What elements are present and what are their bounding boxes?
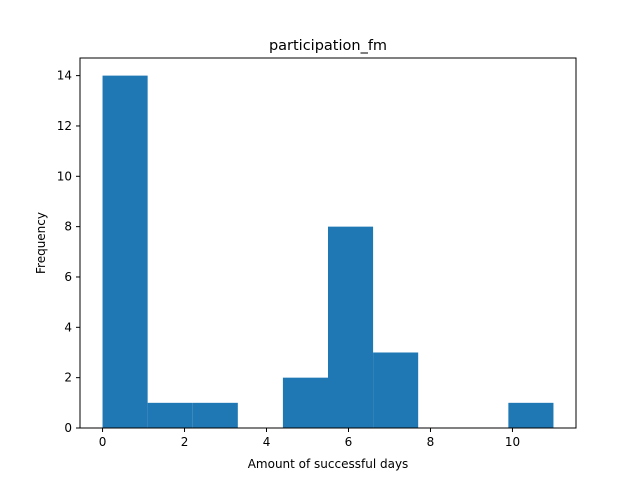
plot-frame [79,57,577,429]
y-tick-label: 2 [64,371,72,385]
y-axis-label: Frequency [34,212,48,274]
x-axis: 0 2 4 6 8 10 [99,428,520,449]
bars-group [102,75,554,428]
histogram-bar-9 [508,402,554,428]
y-tick-label: 12 [57,119,72,133]
x-axis-label: Amount of successful days [248,457,409,471]
histogram-bar-1 [147,402,193,428]
y-tick-label: 10 [57,169,72,183]
x-tick-label: 2 [181,435,189,449]
histogram-bar-0 [102,75,148,428]
x-tick-label: 8 [427,435,435,449]
chart-title: participation_fm [269,38,387,54]
histogram-bar-6 [373,352,419,428]
y-tick-label: 8 [64,220,72,234]
x-tick-label: 0 [99,435,107,449]
histogram-bar-4 [282,377,328,428]
histogram-bar-5 [328,226,374,428]
histogram-bar-2 [192,402,238,428]
y-axis: 0 2 4 6 8 10 12 14 [57,69,80,435]
x-tick-label: 4 [263,435,271,449]
y-tick-label: 0 [64,421,72,435]
x-tick-label: 10 [505,435,520,449]
x-tick-label: 6 [345,435,353,449]
y-tick-label: 14 [57,69,72,83]
y-tick-label: 6 [64,270,72,284]
y-tick-label: 4 [64,320,72,334]
